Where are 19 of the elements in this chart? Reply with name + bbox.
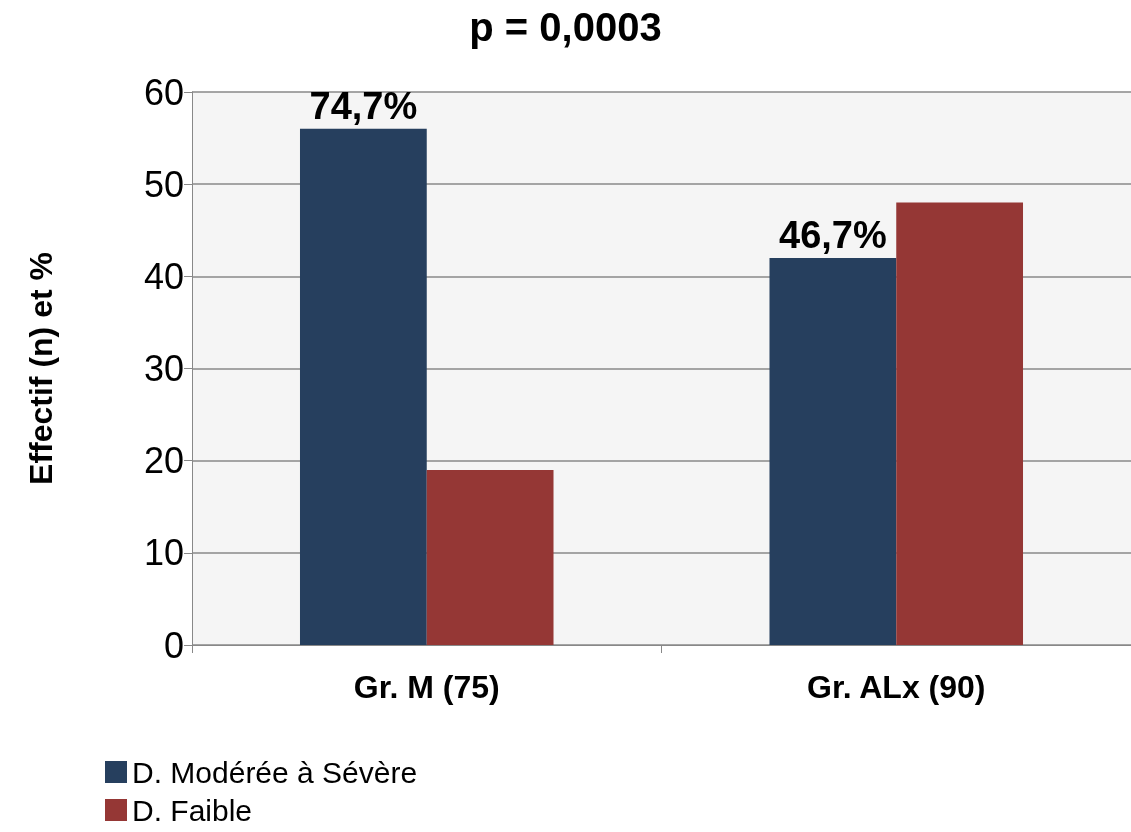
- bar: [896, 202, 1024, 645]
- y-tick-label: 50: [143, 163, 184, 205]
- y-tick-label: 40: [143, 255, 184, 297]
- x-tick-label: Gr. ALx (90): [807, 669, 986, 705]
- legend-label: D. Modérée à Sévère: [132, 755, 418, 789]
- y-tick-label: 30: [143, 348, 184, 389]
- y-tick-label: 10: [143, 532, 184, 574]
- y-tick-label: 60: [143, 71, 184, 113]
- y-tick-label: 0: [163, 624, 184, 666]
- y-axis-title: Effectif (n) et %: [23, 252, 59, 485]
- legend-label: D. Faible: [132, 793, 253, 827]
- bar: [769, 257, 897, 645]
- chart-title: p = 0,0003: [469, 5, 662, 49]
- annotation: 74,7%: [309, 84, 418, 127]
- annotation: 46,7%: [778, 213, 887, 256]
- bar: [299, 128, 427, 645]
- x-tick-label: Gr. M (75): [353, 669, 500, 705]
- y-tick-label: 20: [143, 440, 184, 482]
- bar: [426, 469, 554, 645]
